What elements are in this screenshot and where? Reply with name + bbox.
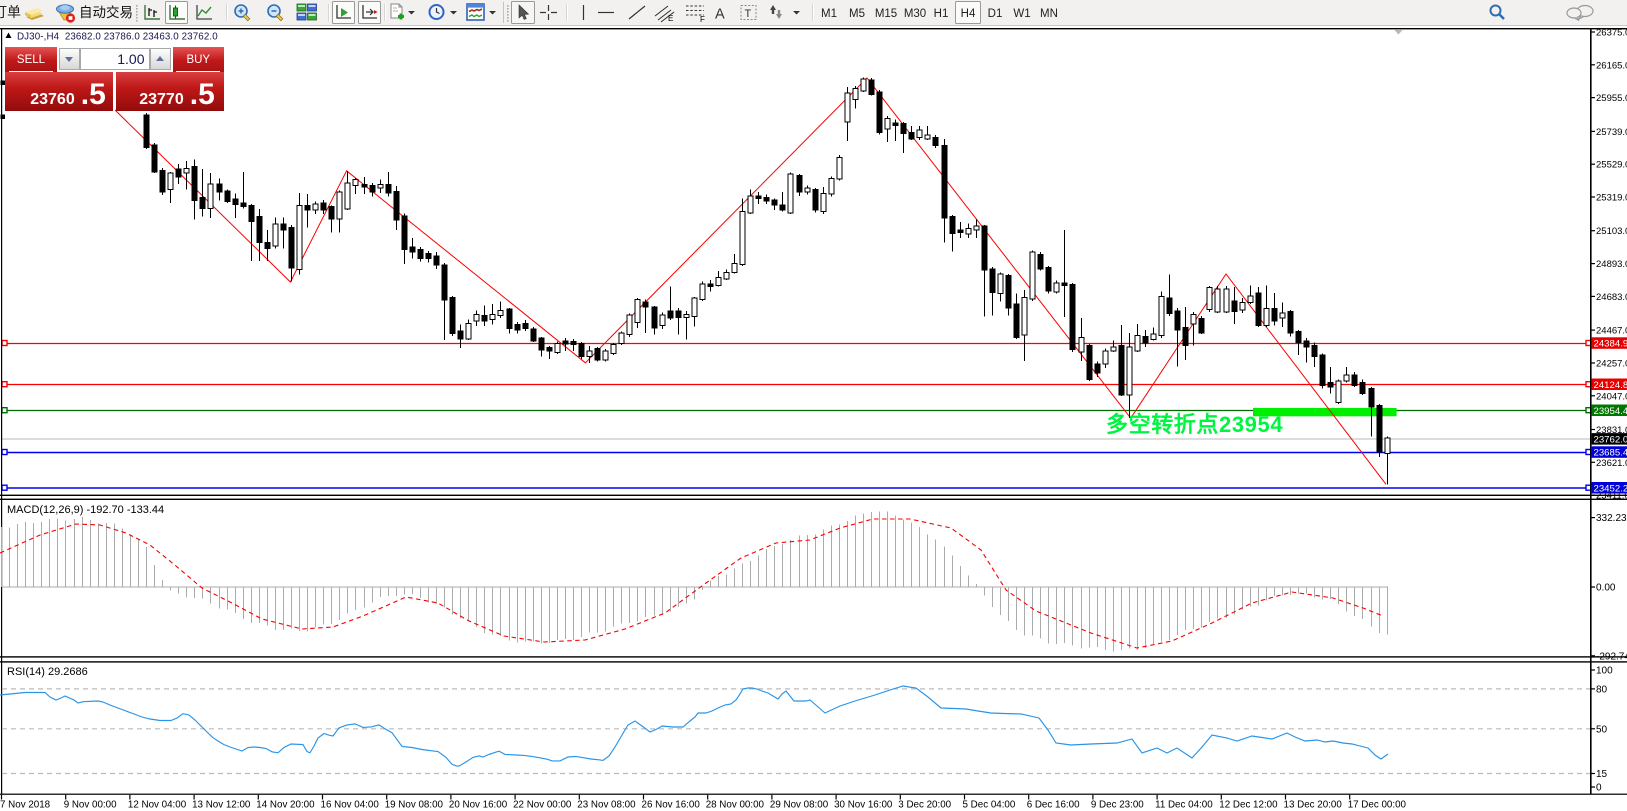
svg-text:24893.0: 24893.0: [1596, 259, 1627, 270]
svg-text:MACD(12,26,9) -192.70 -133.44: MACD(12,26,9) -192.70 -133.44: [7, 504, 164, 516]
svg-text:24467.0: 24467.0: [1596, 326, 1627, 337]
svg-text:自动交易: 自动交易: [79, 4, 133, 20]
svg-text:20 Nov 16:00: 20 Nov 16:00: [449, 800, 508, 811]
svg-text:6 Dec 16:00: 6 Dec 16:00: [1027, 800, 1080, 811]
svg-text:DJ30-,H4 23682.0 23786.0 2346: DJ30-,H4 23682.0 23786.0 23463.0 23762.0: [17, 32, 218, 43]
svg-text:23685.4: 23685.4: [1594, 448, 1627, 459]
svg-text:16 Nov 04:00: 16 Nov 04:00: [321, 800, 380, 811]
svg-text:25739.0: 25739.0: [1596, 127, 1627, 138]
svg-text:50: 50: [1596, 724, 1608, 735]
svg-text:11 Dec 04:00: 11 Dec 04:00: [1155, 800, 1213, 811]
svg-text:3 Dec 20:00: 3 Dec 20:00: [898, 800, 951, 811]
svg-text:14 Nov 20:00: 14 Nov 20:00: [256, 800, 315, 811]
svg-text:9 Dec 23:00: 9 Dec 23:00: [1091, 800, 1144, 811]
svg-text:M5: M5: [849, 8, 865, 20]
svg-text:多空转折点23954: 多空转折点23954: [1106, 412, 1283, 437]
svg-text:23452.2: 23452.2: [1594, 483, 1627, 494]
svg-text:23621.0: 23621.0: [1596, 458, 1627, 469]
svg-text:0: 0: [1596, 783, 1602, 794]
svg-text:30 Nov 16:00: 30 Nov 16:00: [834, 800, 893, 811]
svg-text:19 Nov 08:00: 19 Nov 08:00: [385, 800, 444, 811]
svg-text:W1: W1: [1013, 8, 1030, 20]
svg-text:15: 15: [1596, 769, 1608, 780]
svg-text:26375.0: 26375.0: [1596, 28, 1627, 39]
svg-text:13 Dec 20:00: 13 Dec 20:00: [1284, 800, 1343, 811]
svg-text:7 Nov 2018: 7 Nov 2018: [0, 800, 51, 811]
svg-text:26 Nov 16:00: 26 Nov 16:00: [642, 800, 701, 811]
svg-text:-292.74: -292.74: [1596, 651, 1627, 662]
svg-text:12 Nov 04:00: 12 Nov 04:00: [128, 800, 187, 811]
svg-text:23831.0: 23831.0: [1596, 425, 1627, 436]
svg-text:23762.0: 23762.0: [1594, 434, 1627, 445]
svg-text:23 Nov 08:00: 23 Nov 08:00: [577, 800, 636, 811]
svg-text:28 Nov 00:00: 28 Nov 00:00: [706, 800, 765, 811]
svg-text:29 Nov 08:00: 29 Nov 08:00: [770, 800, 829, 811]
svg-text:23954.4: 23954.4: [1594, 406, 1627, 417]
svg-text:0.00: 0.00: [1596, 583, 1616, 594]
svg-text:23411.0: 23411.0: [1596, 491, 1627, 502]
svg-text:80: 80: [1596, 684, 1608, 695]
svg-text:24047.0: 24047.0: [1596, 391, 1627, 402]
svg-text:24124.8: 24124.8: [1594, 380, 1627, 391]
svg-text:H1: H1: [934, 8, 949, 20]
svg-text:25319.0: 25319.0: [1596, 193, 1627, 204]
svg-text:26165.0: 26165.0: [1596, 60, 1627, 71]
svg-text:M15: M15: [875, 8, 897, 20]
svg-text:MN: MN: [1040, 8, 1058, 20]
svg-text:M30: M30: [904, 8, 926, 20]
svg-text:100: 100: [1596, 666, 1613, 677]
svg-text:T: T: [745, 8, 752, 20]
svg-text:H4: H4: [961, 8, 976, 20]
svg-text:24257.0: 24257.0: [1596, 359, 1627, 370]
svg-text:332.23: 332.23: [1596, 513, 1627, 524]
svg-text:订单: 订单: [0, 4, 21, 20]
svg-text:17 Dec 00:00: 17 Dec 00:00: [1348, 800, 1407, 811]
svg-text:D1: D1: [988, 8, 1003, 20]
svg-text:25529.0: 25529.0: [1596, 160, 1627, 171]
svg-text:5 Dec 04:00: 5 Dec 04:00: [963, 800, 1016, 811]
svg-text:9 Nov 00:00: 9 Nov 00:00: [64, 800, 117, 811]
svg-text:E: E: [668, 14, 673, 23]
svg-text:25955.0: 25955.0: [1596, 93, 1627, 104]
svg-text:12 Dec 12:00: 12 Dec 12:00: [1219, 800, 1278, 811]
svg-text:24683.0: 24683.0: [1596, 292, 1627, 303]
svg-text:13 Nov 12:00: 13 Nov 12:00: [192, 800, 251, 811]
svg-text:25103.0: 25103.0: [1596, 226, 1627, 237]
svg-text:22 Nov 00:00: 22 Nov 00:00: [513, 800, 572, 811]
svg-text:RSI(14) 29.2686: RSI(14) 29.2686: [7, 666, 88, 678]
svg-text:A: A: [715, 7, 725, 23]
svg-text:24384.9: 24384.9: [1594, 339, 1627, 350]
svg-text:F: F: [700, 15, 705, 24]
svg-text:M1: M1: [821, 8, 837, 20]
